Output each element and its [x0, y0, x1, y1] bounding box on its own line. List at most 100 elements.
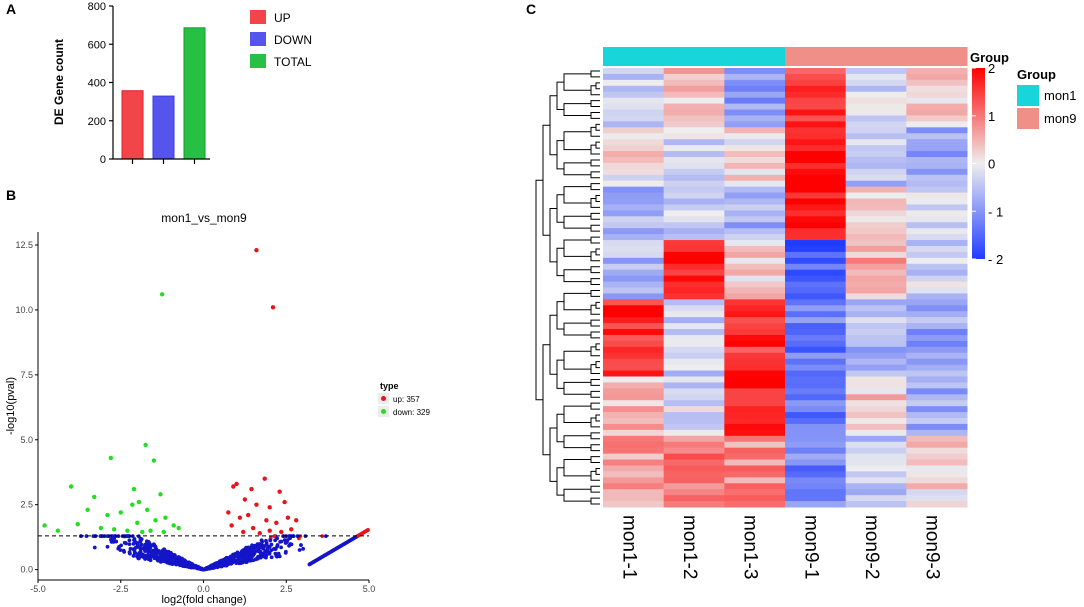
volcano-legend: up: 357 down: 329 [378, 393, 430, 417]
heatmap-cell [906, 435, 968, 443]
volcano-y-tick-label: 0.0 [20, 565, 33, 575]
heatmap-cell [724, 340, 786, 348]
volcano-point-ns [139, 546, 144, 551]
heatmap-cell [663, 168, 725, 176]
heatmap-cell [845, 198, 907, 205]
heatmap-cell [724, 329, 786, 336]
volcano-x-tick-label: 0.0 [197, 584, 210, 594]
heatmap-cell [906, 275, 968, 283]
heatmap-cell [603, 471, 665, 478]
heatmap-cell [785, 145, 847, 152]
volcano-y-tick-label: 5.0 [20, 435, 33, 445]
heatmap-cell [845, 216, 907, 223]
volcano-point-up [289, 527, 294, 532]
heatmap-cell [663, 465, 725, 472]
dendrogram-branch [563, 322, 591, 336]
heatmap-cell [663, 388, 725, 395]
bar-legend-swatch [250, 54, 266, 68]
heatmap-cell [603, 97, 665, 105]
heatmap-cell [603, 174, 665, 182]
heatmap-cell [603, 240, 665, 247]
heatmap-cell [906, 358, 968, 366]
volcano-point-up [250, 525, 256, 531]
volcano-point-ns [246, 557, 251, 562]
heatmap-cell [603, 459, 665, 466]
volcano-point-down [135, 520, 140, 526]
heatmap-cell [785, 216, 847, 223]
heatmap-cell [663, 145, 725, 152]
dendrogram-branch [549, 208, 557, 263]
dendrogram-branch [590, 278, 600, 286]
heatmap-cell [663, 85, 725, 93]
volcano-point-down [159, 292, 165, 297]
heatmap-cell [906, 257, 968, 265]
heatmap-cell [785, 400, 847, 407]
heatmap-cell [663, 180, 725, 188]
bar-down [152, 95, 175, 160]
heatmap-cell [663, 79, 725, 87]
heatmap-cell [845, 79, 907, 87]
volcano-point-ns [301, 546, 306, 551]
heatmap-cell [724, 228, 786, 235]
heatmap-cell [724, 459, 786, 466]
heatmap-cell [845, 370, 907, 377]
group-legend-swatch [1017, 85, 1039, 106]
heatmap-cell [603, 311, 665, 318]
dendrogram-branch [595, 414, 600, 422]
column-label: mon1-3 [740, 515, 761, 579]
heatmap-cell [845, 340, 907, 348]
heatmap-cell [906, 323, 968, 330]
dendrogram-branch [563, 103, 591, 116]
volcano-point-ns [197, 566, 202, 571]
volcano-point-ns [264, 542, 269, 547]
volcano-point-ns [239, 555, 244, 560]
dendrogram-branch [590, 266, 600, 274]
volcano-point-down [42, 523, 47, 528]
heatmap-cell [906, 216, 968, 223]
volcano-point-up [242, 497, 248, 502]
heatmap-cell [906, 180, 968, 188]
volcano-point-ns [131, 553, 136, 558]
volcano-point-ns [275, 544, 280, 549]
heatmap-cell [724, 358, 786, 366]
heatmap-cell [663, 317, 725, 324]
heatmap-cell [663, 323, 725, 330]
heatmap-cell [785, 447, 847, 455]
heatmap-cell [724, 370, 786, 377]
volcano-legend-label: up: 357 [393, 395, 420, 404]
group-annotation-mon1 [724, 47, 786, 66]
heatmap-cell [845, 435, 907, 443]
color-scale-ticks: 2 1 0 - 1 - 2 [972, 61, 1003, 267]
heatmap-cell [785, 340, 847, 348]
bar-y-ticks: 0 200 400 600 800 [88, 1, 113, 166]
heatmap-cell [603, 299, 665, 306]
heatmap-cell [845, 376, 907, 383]
volcano-point-ns [127, 542, 132, 547]
heatmap-cell [663, 216, 725, 223]
heatmap-cell [724, 186, 786, 194]
volcano-legend-title: type [380, 381, 399, 391]
heatmap-cell [663, 483, 725, 490]
volcano-point-ns [170, 557, 175, 562]
heatmap-cell [845, 471, 907, 478]
heatmap-cell [906, 85, 968, 93]
heatmap-cell [663, 91, 725, 99]
bar-y-tick-label: 800 [88, 1, 106, 13]
heatmap-cell [845, 257, 907, 265]
heatmap-cell [663, 251, 725, 259]
heatmap-cell [845, 145, 907, 152]
heatmap-cell [906, 139, 968, 146]
volcano-point-up [282, 499, 287, 505]
heatmap-cell [724, 240, 786, 247]
heatmap-cell [906, 400, 968, 407]
heatmap-cell [663, 329, 725, 336]
heatmap-cell [906, 121, 968, 128]
heatmap-cell [724, 311, 786, 318]
volcano-point-ns [162, 547, 167, 552]
heatmap-cell [785, 210, 847, 217]
heatmap-cell [603, 168, 665, 176]
heatmap-cell [906, 501, 968, 508]
heatmap-cell [845, 364, 907, 372]
heatmap-cell [845, 317, 907, 324]
heatmap-cell [906, 174, 968, 182]
